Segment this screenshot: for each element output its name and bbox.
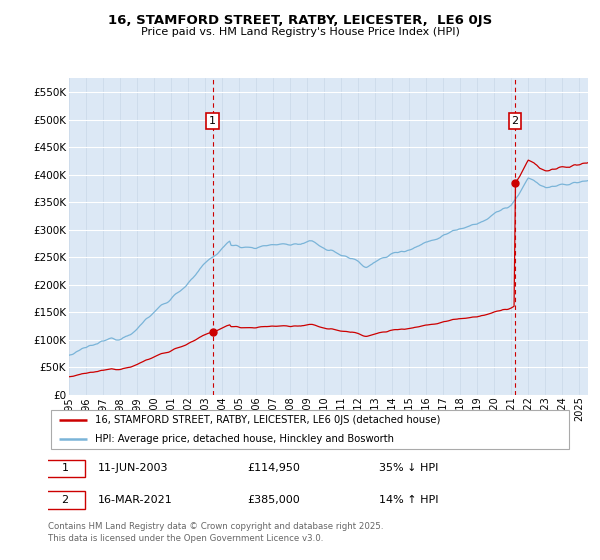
Text: 14% ↑ HPI: 14% ↑ HPI (379, 495, 438, 505)
Text: 1: 1 (62, 464, 68, 473)
Text: HPI: Average price, detached house, Hinckley and Bosworth: HPI: Average price, detached house, Hinc… (95, 434, 394, 444)
FancyBboxPatch shape (50, 410, 569, 449)
Text: 2: 2 (511, 116, 518, 126)
Text: 1: 1 (209, 116, 216, 126)
FancyBboxPatch shape (46, 491, 85, 508)
Text: Price paid vs. HM Land Registry's House Price Index (HPI): Price paid vs. HM Land Registry's House … (140, 27, 460, 37)
Text: 11-JUN-2003: 11-JUN-2003 (98, 464, 169, 473)
FancyBboxPatch shape (46, 460, 85, 477)
Text: Contains HM Land Registry data © Crown copyright and database right 2025.
This d: Contains HM Land Registry data © Crown c… (48, 522, 383, 543)
Text: £385,000: £385,000 (248, 495, 300, 505)
Text: 16, STAMFORD STREET, RATBY, LEICESTER,  LE6 0JS: 16, STAMFORD STREET, RATBY, LEICESTER, L… (108, 14, 492, 27)
Text: 16-MAR-2021: 16-MAR-2021 (98, 495, 173, 505)
Text: £114,950: £114,950 (248, 464, 301, 473)
Text: 35% ↓ HPI: 35% ↓ HPI (379, 464, 438, 473)
Text: 16, STAMFORD STREET, RATBY, LEICESTER, LE6 0JS (detached house): 16, STAMFORD STREET, RATBY, LEICESTER, L… (95, 415, 440, 425)
Text: 2: 2 (62, 495, 68, 505)
